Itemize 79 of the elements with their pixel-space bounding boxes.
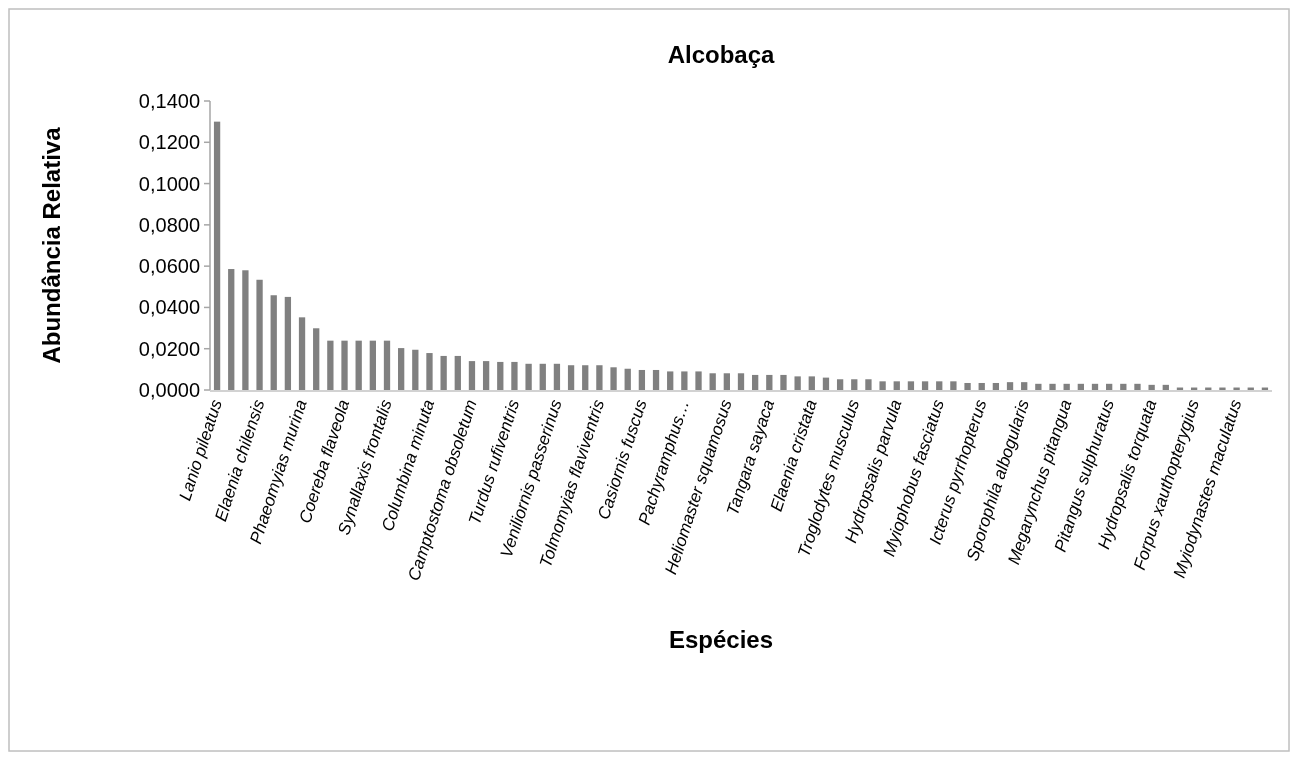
bar (497, 361, 504, 390)
bar (383, 340, 391, 390)
bar (426, 353, 433, 390)
y-tick-label: 0,0000 (138, 379, 200, 401)
bar (893, 381, 900, 390)
bar (780, 374, 787, 390)
bar (879, 381, 886, 390)
bar (921, 381, 929, 390)
bar (596, 365, 603, 390)
bar (752, 374, 759, 390)
bar (865, 379, 872, 390)
bar (992, 382, 1000, 390)
bar (539, 363, 546, 390)
bar (567, 365, 575, 390)
y-axis-title: Abundância Relativa (38, 126, 65, 364)
bar (454, 355, 461, 390)
y-tick-label: 0,0800 (138, 213, 200, 236)
bar (284, 296, 292, 390)
bar (341, 340, 348, 390)
bar (1162, 384, 1169, 390)
bar (298, 317, 306, 390)
bar (1006, 382, 1014, 390)
bar (851, 379, 858, 390)
bar (1035, 383, 1042, 390)
bar (468, 361, 476, 390)
y-tick-label: 0,0600 (138, 255, 200, 278)
bar (836, 379, 844, 390)
bar (695, 371, 702, 390)
bar (1049, 383, 1056, 390)
bar (256, 279, 263, 390)
bar (525, 363, 532, 390)
bar (936, 381, 943, 390)
y-tick-label: 0,1000 (138, 172, 200, 195)
bar (794, 376, 801, 390)
bar (624, 368, 631, 390)
bar (681, 371, 688, 390)
bar (610, 367, 617, 390)
bar (723, 373, 730, 390)
bar (242, 270, 249, 390)
bar (1148, 384, 1155, 390)
bar (1134, 383, 1141, 390)
bar (808, 376, 815, 390)
bar (412, 349, 419, 390)
bar (766, 374, 773, 390)
bar (1106, 383, 1113, 390)
bar (638, 369, 646, 390)
bar (228, 269, 235, 390)
y-tick-label: 0,1200 (138, 131, 200, 154)
bar (1077, 383, 1084, 390)
y-tick-label: 0,0400 (138, 296, 200, 319)
bar (398, 348, 405, 390)
bar (822, 377, 830, 390)
bar (270, 295, 277, 390)
bar (582, 365, 589, 390)
bar (1021, 382, 1028, 390)
chart-title: Alcobaça (667, 41, 775, 68)
bar (667, 371, 674, 390)
bar (652, 369, 660, 390)
bar (369, 340, 376, 390)
bar (440, 355, 447, 390)
bar (709, 373, 716, 390)
bar (737, 373, 745, 390)
bar (213, 121, 221, 390)
bar (355, 340, 362, 390)
bar (907, 381, 915, 390)
bar (1063, 383, 1070, 390)
bar (511, 361, 518, 390)
bar (553, 363, 561, 390)
y-tick-label: 0,1400 (138, 90, 200, 112)
bar (950, 381, 957, 390)
bar (327, 340, 334, 390)
bar (964, 382, 971, 390)
bar (482, 361, 490, 390)
x-axis-title: Espécies (668, 626, 774, 653)
bar (978, 382, 985, 390)
bar (313, 328, 320, 390)
bar (1120, 383, 1127, 390)
bar (1091, 383, 1099, 390)
y-tick-label: 0,0200 (138, 337, 200, 360)
